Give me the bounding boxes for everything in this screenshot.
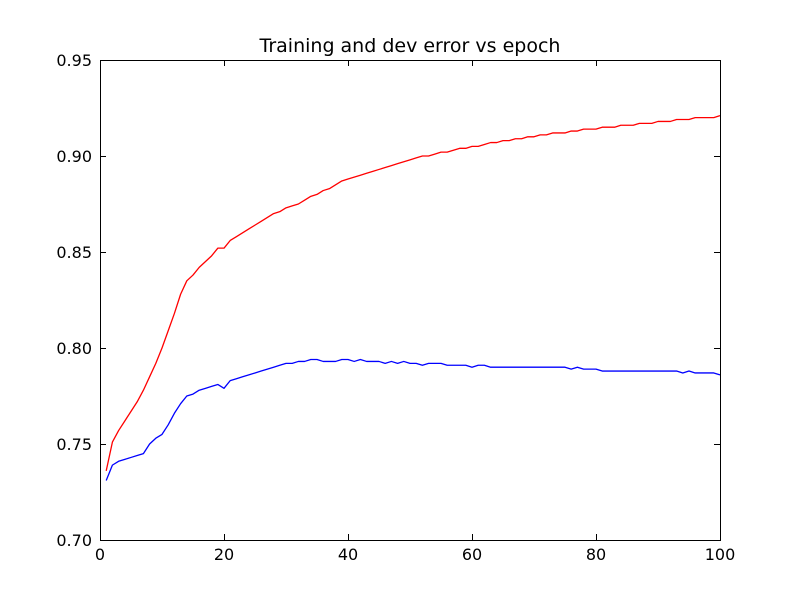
y-tick-label: 0.85 bbox=[56, 243, 92, 262]
plot-frame bbox=[100, 60, 721, 541]
x-tick-label: 40 bbox=[338, 545, 358, 564]
x-tick-label: 60 bbox=[462, 545, 482, 564]
series-lines bbox=[105, 115, 721, 481]
y-tick-label: 0.70 bbox=[56, 531, 92, 550]
x-tick-label: 100 bbox=[705, 545, 736, 564]
y-tick-label: 0.90 bbox=[56, 147, 92, 166]
y-axis-tick-labels: 0.70 0.75 0.80 0.85 0.90 0.95 bbox=[56, 51, 92, 550]
axis-ticks bbox=[100, 60, 721, 541]
series-line-1 bbox=[105, 115, 721, 472]
x-axis-tick-labels: 0 20 40 60 80 100 bbox=[95, 545, 735, 564]
chart-title: Training and dev error vs epoch bbox=[259, 35, 561, 57]
x-tick-label: 0 bbox=[95, 545, 105, 564]
x-tick-label: 80 bbox=[586, 545, 606, 564]
y-tick-label: 0.95 bbox=[56, 51, 92, 70]
x-tick-label: 20 bbox=[214, 545, 234, 564]
series-line-2 bbox=[105, 358, 721, 481]
y-tick-label: 0.80 bbox=[56, 339, 92, 358]
y-tick-label: 0.75 bbox=[56, 435, 92, 454]
